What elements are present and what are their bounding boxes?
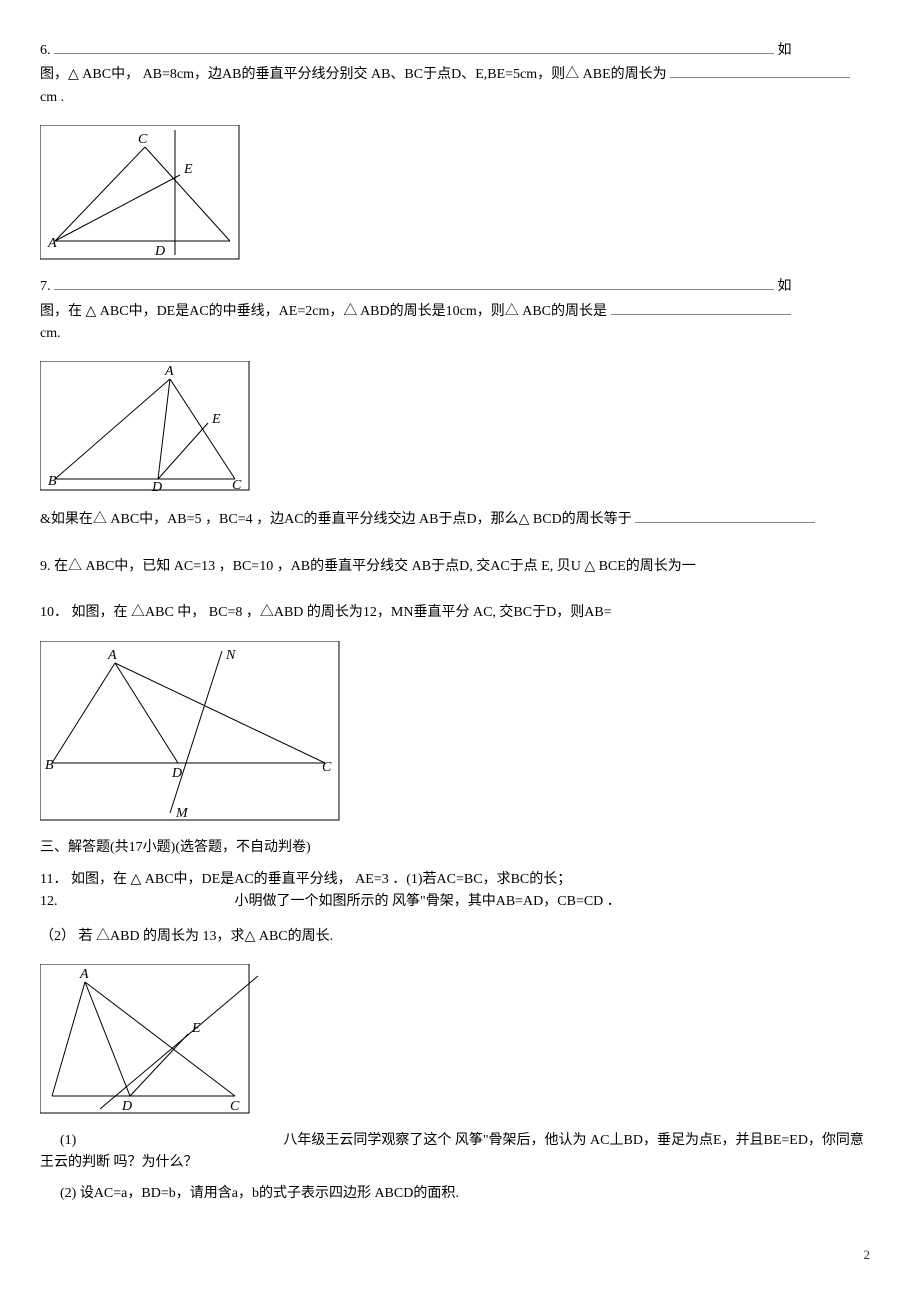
triangle-symbol: △ [86,302,97,318]
p11-l2a: 12. [40,894,58,909]
problem-6: 6. 如 图，△ ABC中， AB=8cm，边AB的垂直平分线分别交 AB、BC… [40,40,880,109]
answer-blank [611,301,791,315]
p9-text: 9. 在△ ABC中，已知 AC=13 ，BC=10 ，AB的垂直平分线交 AB… [40,559,696,574]
p7-tail: 如 [778,279,792,294]
answer-blank [670,64,850,78]
svg-text:D: D [154,244,165,259]
p6-line3: cm . [40,87,880,109]
p6-l2a: 图， [40,67,68,82]
problem-10: 10． 如图，在 △ABC 中， BC=8 ，△ABD 的周长为12，MN垂直平… [40,602,880,624]
problem-11: 11． 如图，在 △ ABC中，DE是AC的垂直平分线， AE=3 ．(1)若A… [40,867,880,948]
p6-line1: 6. 如 [40,40,880,62]
svg-text:D: D [151,480,162,491]
p7-number: 7. [40,279,51,294]
p11-l2: 12. 小明做了一个如图所示的 风筝"骨架，其中AB=AD，CB=CD ． [40,891,880,913]
p11-l4-pre: (1) [60,1133,76,1148]
p10-text: 10． 如图，在 △ABC 中， BC=8 ，△ABD 的周长为12，MN垂直平… [40,605,612,620]
svg-text:A: A [107,648,117,663]
p7-line2: 图，在 △ ABC中，DE是AC的中垂线，AE=2cm，△ ABD的周长是10c… [40,299,880,323]
svg-text:C: C [230,1099,240,1114]
p11-l3a: （2） 若 △ABD 的周长为 13，求 [40,929,245,944]
p11-l1b: ABC中，DE是AC的垂直平分线， AE=3 ．(1)若AC=BC，求BC的长； [141,872,571,887]
p7-line1: 7. 如 [40,276,880,298]
problem-7: 7. 如 图，在 △ ABC中，DE是AC的中垂线，AE=2cm，△ ABD的周… [40,276,880,345]
figure-7-svg: B D C A E [40,361,250,491]
p11-l1: 11． 如图，在 △ ABC中，DE是AC的垂直平分线， AE=3 ．(1)若A… [40,867,880,891]
p7-l2b: ABC中，DE是AC的中垂线，AE=2cm，△ ABD的周长是10cm，则△ A… [96,304,607,319]
blank-line [54,276,774,290]
section-3-title: 三、解答题(共17小题)(选答题，不自动判卷) [40,837,880,859]
figure-6-svg: A D C E [40,125,240,260]
svg-text:M: M [175,806,189,821]
svg-text:C: C [232,478,242,491]
p8-tail: BCD的周长等于 [529,512,631,527]
problem-8: &如果在△ ABC中，AB=5 ，BC=4 ，边AC的垂直平分线交边 AB于点D… [40,507,880,531]
svg-text:A: A [47,236,57,251]
p11-l3: （2） 若 △ABD 的周长为 13，求△ ABC的周长. [40,924,880,948]
figure-6: A D C E [40,125,880,260]
svg-text:E: E [183,162,193,177]
svg-text:E: E [211,412,221,427]
p6-line2: 图，△ ABC中， AB=8cm，边AB的垂直平分线分别交 AB、BC于点D、E… [40,62,880,86]
p11-l4b: 八年级王云同学观察了这个 风筝"骨架后，他认为 AC丄BD，垂足为点E，并且BE… [283,1133,864,1148]
answer-blank [635,509,815,523]
page-number: 2 [40,1245,880,1266]
p6-number: 6. [40,43,51,58]
figure-11: A D C E [40,964,880,1114]
svg-text:C: C [138,132,148,147]
problem-9: 9. 在△ ABC中，已知 AC=13 ，BC=10 ，AB的垂直平分线交 AB… [40,556,880,578]
p11-l3b: ABC的周长. [255,929,333,944]
triangle-symbol: △ [68,65,79,81]
problem-11-sub: (1) 八年级王云同学观察了这个 风筝"骨架后，他认为 AC丄BD，垂足为点E，… [40,1130,880,1205]
svg-text:C: C [322,760,332,775]
svg-text:D: D [121,1099,132,1114]
triangle-symbol: △ [245,927,256,943]
svg-text:A: A [164,364,174,379]
triangle-symbol: △ [519,510,530,526]
figure-11-svg: A D C E [40,964,270,1114]
p6-l2b: ABC中， AB=8cm，边AB的垂直平分线分别交 AB、BC于点D、E,BE=… [79,67,667,82]
svg-text:B: B [45,758,54,773]
svg-text:N: N [225,648,236,663]
triangle-symbol: △ [130,870,141,886]
svg-text:B: B [48,474,57,489]
svg-text:D: D [171,766,182,781]
p8-text: &如果在△ ABC中，AB=5 ，BC=4 ，边AC的垂直平分线交边 AB于点D… [40,512,519,527]
blank-line [54,40,774,54]
p7-line3: cm. [40,323,880,345]
p11-l1a: 11． 如图，在 [40,872,130,887]
figure-10: B D C A N M [40,641,880,821]
p11-l6: (2) 设AC=a，BD=b，请用含a，b的式子表示四边形 ABCD的面积. [40,1183,880,1205]
p11-l2b: 小明做了一个如图所示的 风筝"骨架，其中AB=AD，CB=CD ． [235,894,621,909]
p7-l2a: 图，在 [40,304,86,319]
p6-tail: 如 [778,43,792,58]
p11-l4: (1) 八年级王云同学观察了这个 风筝"骨架后，他认为 AC丄BD，垂足为点E，… [40,1130,880,1152]
p11-l5: 王云的判断 吗？为什么？ [40,1152,880,1174]
figure-7: B D C A E [40,361,880,491]
figure-10-svg: B D C A N M [40,641,340,821]
svg-text:A: A [79,967,89,982]
svg-text:E: E [191,1021,201,1036]
